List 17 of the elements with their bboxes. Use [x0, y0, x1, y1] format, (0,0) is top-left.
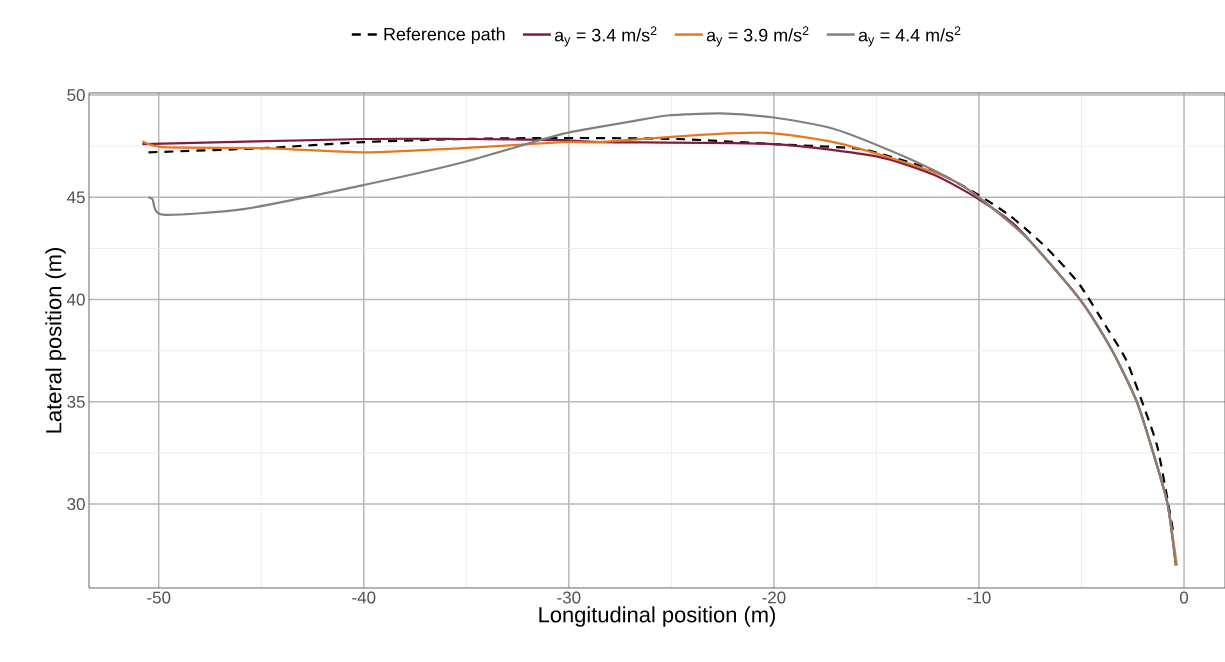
y-tick-label: 45 [67, 191, 85, 204]
x-axis-title: Longitudinal position (m) [539, 606, 775, 627]
y-tick-label: 35 [67, 395, 85, 408]
y-tick-label: 30 [67, 498, 85, 511]
x-tick-label: -20 [762, 591, 786, 604]
y-axis-title: Lateral position (m) [45, 248, 66, 433]
legend-label: a$_{y}$ = 3.4 m/s$^{2}$ [554, 26, 657, 47]
x-tick-label: -10 [967, 591, 991, 604]
x-tick-label: -50 [147, 591, 171, 604]
legend-label: Reference path [384, 27, 505, 45]
x-tick-label: 0 [1179, 591, 1189, 604]
x-tick-label: -30 [557, 591, 581, 604]
y-tick-label: 40 [67, 293, 85, 306]
legend-label: a$_{y}$ = 3.9 m/s$^{2}$ [706, 26, 809, 47]
y-tick-label: 50 [67, 89, 85, 102]
legend-label: a$_{y}$ = 4.4 m/s$^{2}$ [858, 26, 961, 47]
x-tick-label: -40 [352, 591, 376, 604]
